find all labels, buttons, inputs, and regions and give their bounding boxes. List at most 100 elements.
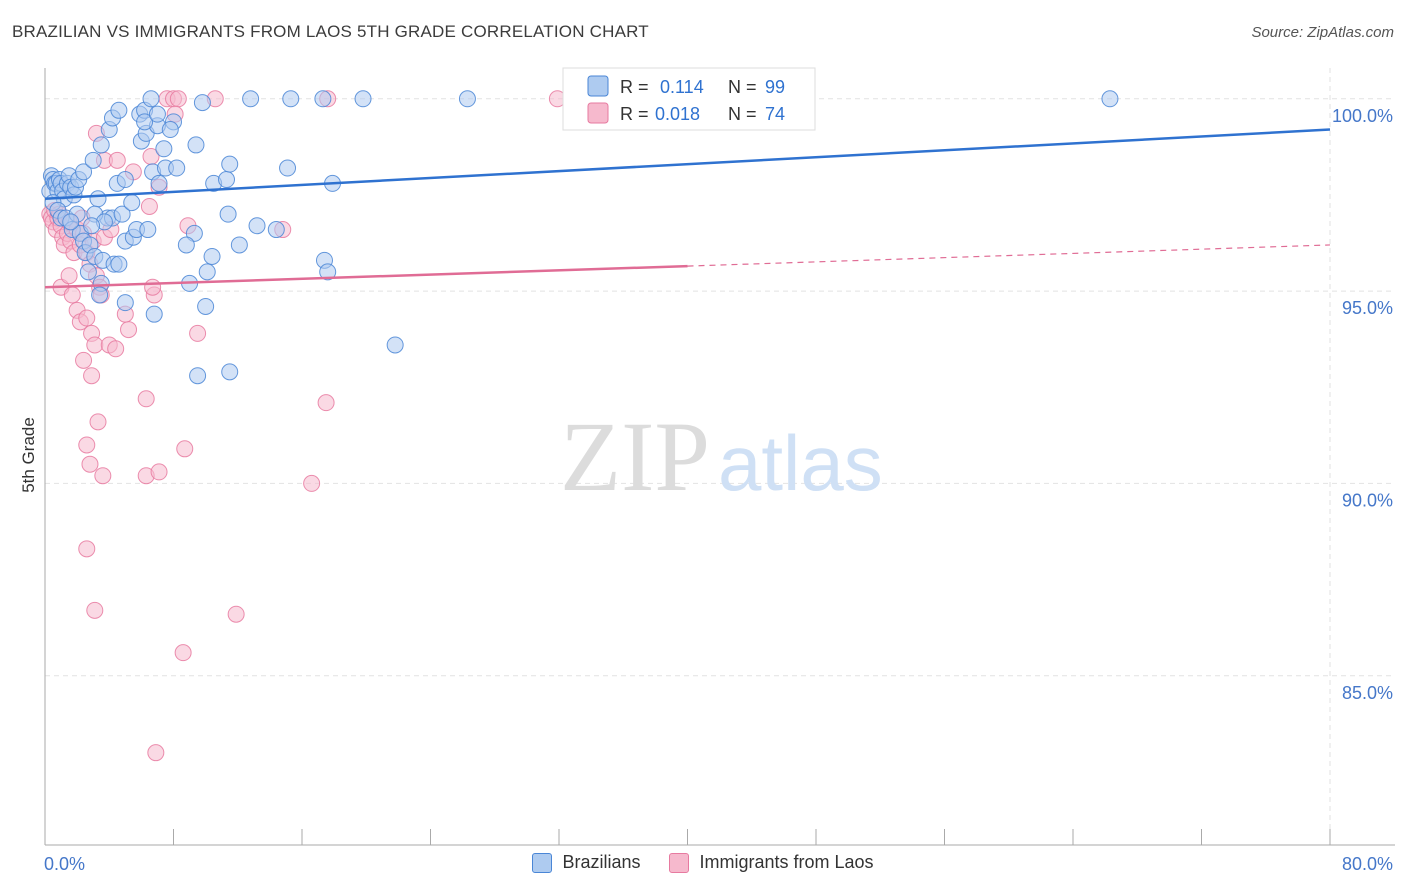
legend-r-value-1: 0.114 bbox=[660, 77, 704, 97]
point-brazilians bbox=[62, 213, 80, 231]
point-laos bbox=[78, 436, 96, 454]
point-brazilians bbox=[116, 294, 134, 312]
point-laos bbox=[137, 390, 155, 408]
point-brazilians bbox=[458, 90, 476, 108]
point-laos bbox=[75, 351, 93, 369]
point-laos bbox=[169, 90, 187, 108]
point-brazilians bbox=[242, 90, 260, 108]
trend-line-laos-extension bbox=[687, 244, 1331, 267]
point-brazilians bbox=[145, 305, 163, 323]
series-brazilians-points bbox=[41, 90, 1119, 385]
point-brazilians bbox=[89, 190, 107, 208]
trend-line-laos bbox=[44, 264, 688, 289]
legend-swatch-pink bbox=[587, 102, 609, 124]
point-brazilians bbox=[91, 286, 109, 304]
point-brazilians bbox=[84, 151, 102, 169]
y-tick-label: 100.0% bbox=[1332, 106, 1393, 126]
watermark: ZIP atlas bbox=[560, 401, 883, 512]
point-brazilians bbox=[150, 174, 168, 192]
point-laos bbox=[144, 278, 162, 296]
point-brazilians bbox=[267, 221, 285, 239]
point-brazilians bbox=[354, 90, 372, 108]
point-brazilians bbox=[161, 121, 179, 139]
series-legend: Brazilians Immigrants from Laos bbox=[0, 852, 1406, 878]
point-brazilians bbox=[116, 171, 134, 189]
point-laos bbox=[89, 413, 107, 431]
tick-labels: 100.0% 95.0% 90.0% 85.0% 0.0% 80.0% bbox=[44, 106, 1393, 874]
trend-lines bbox=[44, 128, 1331, 289]
point-laos bbox=[60, 267, 78, 285]
legend-label-brazilians: Brazilians bbox=[562, 852, 641, 872]
watermark-zip: ZIP bbox=[560, 401, 710, 512]
legend-swatch-laos bbox=[669, 852, 690, 873]
point-laos bbox=[120, 321, 138, 339]
point-brazilians bbox=[110, 255, 128, 273]
point-laos bbox=[317, 394, 335, 412]
point-brazilians bbox=[282, 90, 300, 108]
point-brazilians bbox=[155, 140, 173, 158]
point-brazilians bbox=[218, 171, 236, 189]
point-brazilians bbox=[203, 247, 221, 265]
point-brazilians bbox=[75, 163, 93, 181]
point-brazilians bbox=[123, 194, 141, 212]
x-tick-label-min: 0.0% bbox=[44, 854, 85, 874]
point-brazilians bbox=[136, 113, 154, 131]
point-laos bbox=[189, 324, 207, 342]
point-brazilians bbox=[139, 221, 157, 239]
point-brazilians bbox=[221, 155, 239, 173]
legend-n-value-2: 74 bbox=[765, 104, 785, 124]
point-laos bbox=[108, 151, 126, 169]
y-tick-label: 90.0% bbox=[1342, 490, 1393, 510]
legend-r-label-2: R = bbox=[620, 104, 649, 124]
point-brazilians bbox=[187, 136, 205, 154]
point-laos bbox=[86, 601, 104, 619]
legend-n-value-1: 99 bbox=[765, 77, 785, 97]
legend-swatch-brazilians bbox=[532, 852, 553, 873]
watermark-atlas: atlas bbox=[718, 419, 883, 507]
legend-swatch-blue bbox=[587, 75, 609, 97]
point-laos bbox=[147, 744, 165, 762]
y-axis-label: 5th Grade bbox=[19, 417, 38, 493]
chart-title: BRAZILIAN VS IMMIGRANTS FROM LAOS 5TH GR… bbox=[12, 22, 649, 41]
point-brazilians bbox=[193, 94, 211, 112]
x-tick-label-max: 80.0% bbox=[1342, 854, 1393, 874]
y-tick-label: 85.0% bbox=[1342, 683, 1393, 703]
axes bbox=[44, 68, 1395, 846]
trend-line-brazilians bbox=[44, 128, 1331, 201]
point-laos bbox=[227, 605, 245, 623]
point-laos bbox=[176, 440, 194, 458]
point-laos bbox=[303, 474, 321, 492]
point-brazilians bbox=[83, 217, 101, 235]
point-brazilians bbox=[221, 363, 239, 381]
point-brazilians bbox=[319, 263, 337, 281]
point-brazilians bbox=[248, 217, 266, 235]
legend-item-laos[interactable]: Immigrants from Laos bbox=[669, 852, 874, 873]
point-brazilians bbox=[219, 205, 237, 223]
legend-item-brazilians[interactable]: Brazilians bbox=[532, 852, 640, 873]
point-laos bbox=[86, 336, 104, 354]
point-brazilians bbox=[189, 367, 207, 385]
point-laos bbox=[81, 455, 99, 473]
point-brazilians bbox=[230, 236, 248, 254]
point-brazilians bbox=[92, 136, 110, 154]
point-brazilians bbox=[113, 205, 131, 223]
legend-label-laos: Immigrants from Laos bbox=[699, 852, 874, 872]
point-laos bbox=[78, 540, 96, 558]
point-laos bbox=[140, 197, 158, 215]
legend-r-label-1: R = bbox=[620, 77, 649, 97]
point-laos bbox=[78, 309, 96, 327]
point-brazilians bbox=[386, 336, 404, 354]
point-brazilians bbox=[142, 90, 160, 108]
point-brazilians bbox=[314, 90, 332, 108]
point-brazilians bbox=[110, 101, 128, 119]
point-brazilians bbox=[198, 263, 216, 281]
point-brazilians bbox=[197, 297, 215, 315]
source-label: Source: ZipAtlas.com bbox=[1251, 24, 1394, 41]
stats-legend: R = 0.114 N = 99 R = 0.018 N = 74 bbox=[562, 67, 816, 131]
point-laos bbox=[83, 367, 101, 385]
legend-n-label-1: N = bbox=[728, 77, 757, 97]
point-laos bbox=[63, 286, 81, 304]
point-laos bbox=[174, 644, 192, 662]
legend-n-label-2: N = bbox=[728, 104, 757, 124]
